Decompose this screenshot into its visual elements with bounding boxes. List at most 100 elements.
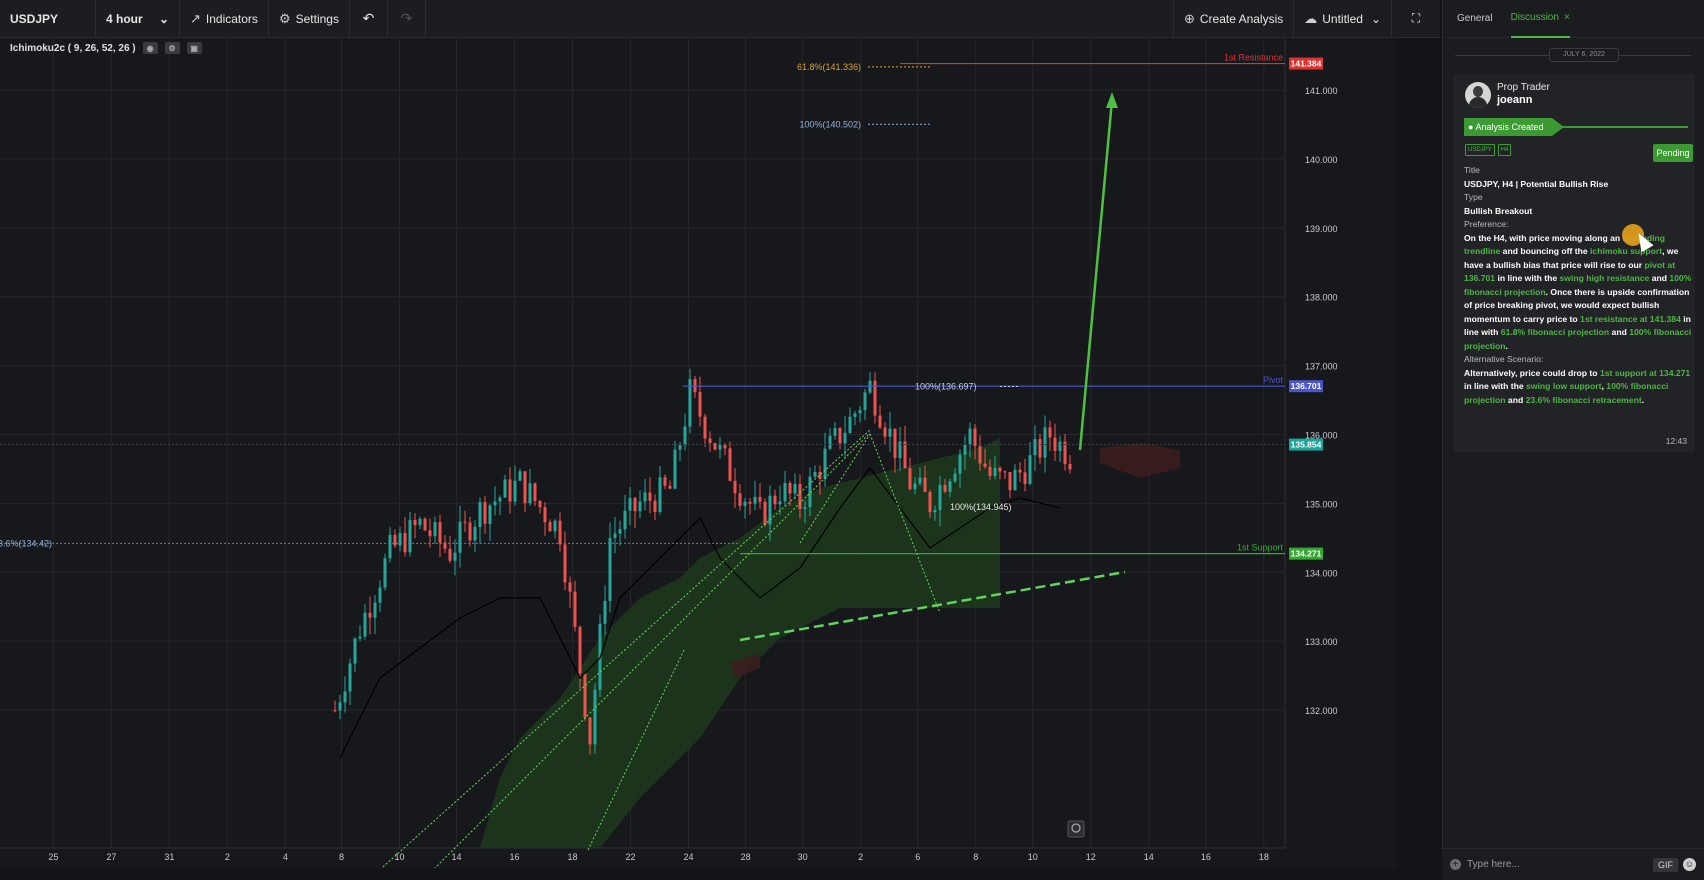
price-chart[interactable]: 1st Resistance Pivot 1st Support 61.8%(141.… (0, 38, 1396, 880)
text-run: . (1505, 340, 1508, 351)
candle-body (643, 492, 647, 502)
tab-discussion[interactable]: Discussion × (1510, 0, 1570, 38)
tab-general[interactable]: General (1457, 0, 1493, 38)
candle-body (848, 416, 852, 433)
highlight-text: 1st support at 134.271 (1599, 367, 1691, 378)
candle-body (548, 522, 552, 532)
eye-icon[interactable]: ◉ (142, 42, 158, 54)
candle-body (828, 435, 832, 449)
candle-body (1013, 469, 1017, 491)
candle-body (1023, 472, 1027, 484)
candle-body (533, 483, 537, 502)
interval-selector[interactable]: 4 hour ⌄ (96, 0, 180, 38)
candle-body (558, 520, 562, 545)
candle-body (463, 521, 467, 523)
text-run: in line with the (1495, 273, 1560, 283)
candle-body (358, 636, 362, 639)
type-label: Type (1464, 192, 1483, 202)
panel-tabs: General Discussion × (1443, 0, 1704, 38)
text-run: and (1505, 394, 1526, 405)
candle-body (433, 522, 437, 537)
symbol-selector[interactable]: USDJPY (0, 0, 96, 38)
candle-body (343, 691, 347, 703)
create-analysis-button[interactable]: ⊕ Create Analysis (1174, 0, 1295, 38)
tenkan-line (339, 467, 1061, 759)
undo-button[interactable]: ↶ (350, 0, 388, 38)
x-tick-label: 8 (339, 852, 344, 862)
candle-body (508, 479, 512, 502)
text-run: Alternatively, price could drop to (1464, 367, 1600, 378)
fullscreen-button[interactable]: ⛶ (1392, 0, 1440, 38)
undo-icon: ↶ (362, 10, 375, 26)
alternative-label: Alternative Scenario: (1464, 354, 1544, 364)
text-run: in line with (1464, 313, 1691, 338)
candle-body (378, 587, 382, 603)
avatar-head (1473, 86, 1483, 97)
level-name-label: Pivot (1263, 375, 1284, 385)
plus-icon[interactable]: + (1450, 859, 1461, 870)
trash-icon[interactable]: ▣ (186, 42, 202, 54)
create-analysis-label: Create Analysis (1199, 11, 1284, 26)
settings-label: Settings (295, 11, 339, 26)
plus-circle-icon: ⊕ (1183, 10, 1195, 26)
fullscreen-icon: ⛶ (1411, 11, 1421, 25)
fib-label: 3.6%(134.42) (0, 538, 52, 548)
price-value-box (1289, 438, 1323, 451)
chart-canvas[interactable]: 1st Resistance Pivot 1st Support 61.8%(141.… (0, 38, 1396, 880)
emoji-icon[interactable]: ☺ (1683, 858, 1696, 871)
price-value-box (1289, 57, 1323, 70)
indicators-button[interactable]: ↗ Indicators (180, 0, 269, 38)
cloud-bearish (1100, 443, 1180, 478)
redo-button[interactable]: ↷ (388, 0, 426, 38)
candle-body (568, 582, 572, 592)
candle-body (1028, 455, 1032, 484)
candle-body (663, 477, 667, 486)
candle-body (733, 480, 737, 494)
candle-body (388, 534, 392, 559)
x-tick-label: 18 (568, 852, 578, 862)
y-tick-label: 140.000 (1305, 155, 1338, 165)
candle-body (913, 483, 917, 490)
candle-body (1033, 439, 1037, 456)
y-tick-label: 141.000 (1305, 86, 1338, 96)
candle-body (958, 454, 962, 474)
x-tick-label: 12 (1086, 852, 1096, 862)
avatar[interactable] (1465, 82, 1491, 108)
analysis-drawings[interactable]: 1st Resistance Pivot 1st Support 61.8%(141.… (0, 53, 1285, 880)
candle-body (673, 449, 677, 489)
x-tick-label: 14 (452, 852, 462, 862)
text-run: . (1641, 394, 1645, 405)
candle-body (918, 477, 922, 484)
candle-body (833, 428, 837, 436)
fib-label: 100%(136.697) (915, 381, 977, 391)
status-ribbon: ● Analysis Created (1464, 118, 1564, 136)
candle-body (718, 444, 722, 450)
candle-body (708, 438, 712, 444)
interval-label: 4 hour (106, 11, 143, 26)
post-type: Bullish Breakout (1464, 205, 1533, 216)
y-tick-label: 134.000 (1305, 568, 1338, 578)
gif-button[interactable]: GIF (1653, 857, 1678, 872)
preference-label: Preference: (1464, 219, 1509, 229)
y-tick-label: 135.000 (1305, 499, 1338, 509)
candle-body (698, 392, 702, 417)
close-icon[interactable]: × (1563, 12, 1570, 23)
candle-body (808, 476, 812, 508)
message-input[interactable] (1467, 859, 1653, 870)
tag-timeframe: H4 (1497, 144, 1512, 156)
settings-button[interactable]: ⚙ Settings (269, 0, 350, 38)
x-tick-label: 10 (1028, 852, 1038, 862)
candle-body (583, 673, 587, 718)
candle-body (543, 507, 547, 523)
candle-body (578, 626, 582, 674)
layout-selector[interactable]: ☁ Untitled ⌄ (1294, 0, 1392, 38)
candle-body (423, 518, 427, 531)
gear-icon[interactable]: ⚙ (164, 42, 180, 54)
tag-symbol: USDJPY (1465, 144, 1495, 156)
candle-body (948, 481, 952, 492)
chevron-down-icon: ⌄ (1370, 11, 1381, 26)
author-username[interactable]: joeann (1497, 94, 1533, 106)
layout-name-label: Untitled (1322, 11, 1363, 26)
candle-body (498, 497, 502, 502)
candle-body (373, 602, 377, 618)
